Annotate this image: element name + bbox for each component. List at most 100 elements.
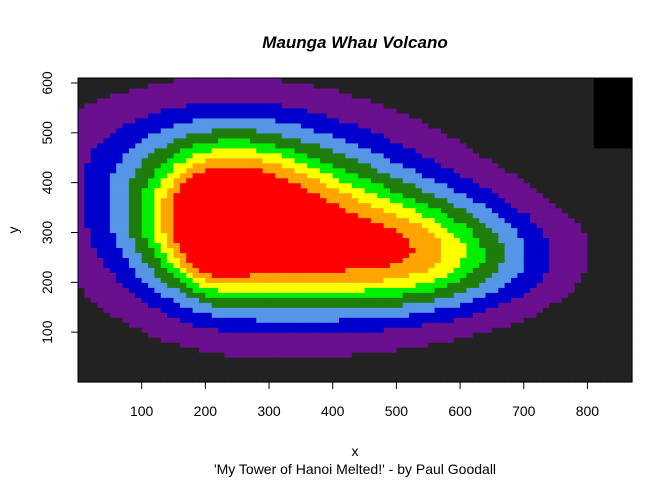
heatmap-cell: [511, 117, 518, 124]
heatmap-cell: [167, 97, 175, 104]
heatmap-cell: [434, 237, 442, 244]
heatmap-cell: [237, 167, 245, 174]
heatmap-cell: [218, 332, 226, 338]
heatmap-cell: [402, 162, 410, 169]
heatmap-cell: [154, 297, 162, 303]
heatmap-cell: [390, 257, 397, 263]
heatmap-cell: [581, 82, 589, 89]
heatmap-cell: [230, 352, 238, 358]
heatmap-cell: [415, 232, 423, 239]
heatmap-cell: [434, 277, 442, 283]
heatmap-cell: [103, 147, 111, 154]
heatmap-cell: [370, 237, 378, 244]
heatmap-cell: [90, 317, 98, 323]
heatmap-cell: [415, 342, 423, 348]
heatmap-cell: [84, 262, 92, 268]
heatmap-cell: [326, 302, 334, 308]
heatmap-cell: [511, 82, 518, 89]
heatmap-cell: [281, 327, 289, 333]
heatmap-cell: [511, 192, 518, 199]
heatmap-cell: [555, 292, 563, 298]
heatmap-cell: [460, 182, 468, 189]
heatmap-cell: [491, 212, 499, 219]
heatmap-cell: [421, 267, 429, 273]
heatmap-cell: [472, 197, 480, 204]
heatmap-cell: [549, 357, 557, 363]
heatmap-cell: [288, 247, 296, 254]
heatmap-cell: [173, 202, 181, 209]
heatmap-cell: [154, 222, 162, 229]
heatmap-cell: [141, 237, 149, 244]
heatmap-cell: [396, 187, 404, 194]
heatmap-cell: [198, 277, 206, 283]
heatmap-cell: [536, 227, 544, 234]
heatmap-cell: [218, 197, 226, 204]
heatmap-cell: [211, 322, 219, 328]
heatmap-cell: [300, 212, 308, 219]
heatmap-cell: [135, 112, 143, 119]
heatmap-cell: [249, 277, 257, 283]
heatmap-cell: [103, 187, 111, 194]
heatmap-cell: [561, 297, 569, 303]
heatmap-cell: [517, 322, 525, 328]
heatmap-cell: [472, 177, 480, 184]
heatmap-cell: [339, 192, 347, 199]
heatmap-cell: [568, 287, 576, 293]
heatmap-cell: [205, 262, 213, 268]
heatmap-cell: [269, 227, 276, 234]
heatmap-cell: [179, 247, 187, 254]
heatmap-cell: [581, 287, 589, 293]
heatmap-cell: [428, 247, 436, 254]
heatmap-cell: [249, 87, 257, 94]
heatmap-cell: [370, 137, 378, 144]
heatmap-cell: [504, 82, 512, 89]
heatmap-cell: [574, 157, 582, 164]
heatmap-cell: [504, 97, 512, 104]
heatmap-cell: [358, 137, 366, 144]
heatmap-cell: [351, 217, 359, 224]
heatmap-cell: [345, 337, 353, 343]
heatmap-cell: [491, 187, 499, 194]
heatmap-cell: [390, 292, 397, 298]
heatmap-cell: [135, 152, 143, 159]
heatmap-cell: [269, 142, 276, 149]
heatmap-cell: [587, 362, 595, 368]
heatmap-cell: [319, 292, 327, 298]
heatmap-cell: [109, 327, 117, 333]
heatmap-cell: [358, 277, 366, 283]
heatmap-cell: [179, 197, 187, 204]
heatmap-cell: [364, 372, 372, 378]
heatmap-cell: [97, 342, 105, 348]
heatmap-cell: [148, 237, 156, 244]
heatmap-cell: [460, 217, 468, 224]
heatmap-cell: [415, 127, 423, 134]
heatmap-cell: [415, 187, 423, 194]
heatmap-cell: [396, 182, 404, 189]
heatmap-cell: [262, 302, 270, 308]
heatmap-cell: [377, 92, 385, 99]
heatmap-cell: [319, 362, 327, 368]
heatmap-cell: [536, 92, 544, 99]
heatmap-cell: [326, 352, 334, 358]
heatmap-cell: [345, 362, 353, 368]
heatmap-cell: [179, 142, 187, 149]
heatmap-cell: [370, 327, 378, 333]
heatmap-cell: [460, 122, 468, 129]
heatmap-cell: [587, 127, 595, 134]
heatmap-cell: [581, 362, 589, 368]
heatmap-cell: [218, 212, 226, 219]
heatmap-cell: [154, 372, 162, 378]
heatmap-cell: [90, 287, 98, 293]
heatmap-cell: [447, 107, 455, 114]
heatmap-cell: [536, 297, 544, 303]
heatmap-cell: [300, 257, 308, 263]
heatmap-cell: [116, 147, 124, 154]
heatmap-cell: [415, 172, 423, 179]
heatmap-cell: [498, 272, 506, 278]
heatmap-cell: [555, 187, 563, 194]
heatmap-cell: [517, 222, 525, 229]
heatmap-cell: [167, 212, 175, 219]
heatmap-cell: [370, 337, 378, 343]
heatmap-cell: [154, 337, 162, 343]
heatmap-cell: [122, 202, 130, 209]
